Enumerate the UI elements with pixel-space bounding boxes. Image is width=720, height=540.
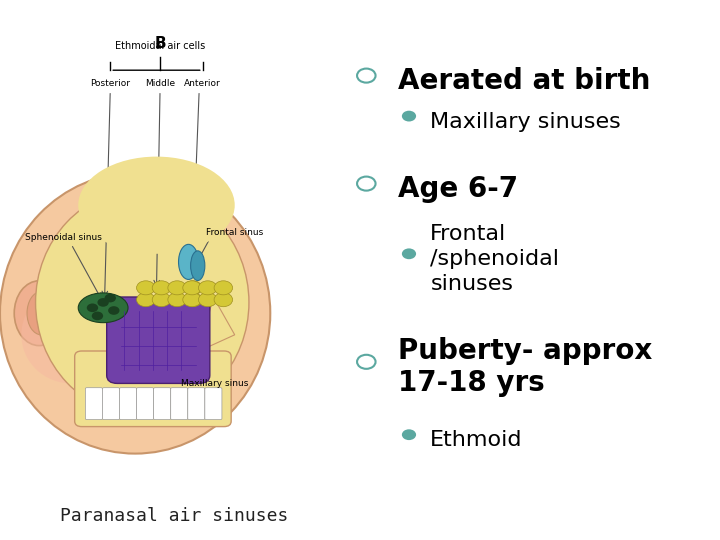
Circle shape bbox=[168, 281, 186, 295]
Text: Posterior: Posterior bbox=[90, 79, 130, 89]
Ellipse shape bbox=[179, 244, 199, 280]
Circle shape bbox=[168, 293, 186, 307]
Text: Frontal
/sphenoidal
sinuses: Frontal /sphenoidal sinuses bbox=[431, 225, 559, 294]
FancyBboxPatch shape bbox=[102, 388, 120, 420]
Text: Paranasal air sinuses: Paranasal air sinuses bbox=[60, 507, 289, 525]
Text: B: B bbox=[154, 36, 166, 51]
Circle shape bbox=[402, 429, 416, 440]
Circle shape bbox=[108, 306, 120, 315]
Text: Anterior: Anterior bbox=[184, 79, 221, 89]
FancyBboxPatch shape bbox=[75, 351, 231, 427]
Text: Maxillary sinus: Maxillary sinus bbox=[181, 379, 248, 388]
Circle shape bbox=[199, 281, 217, 295]
Circle shape bbox=[152, 281, 171, 295]
FancyBboxPatch shape bbox=[205, 388, 222, 420]
FancyBboxPatch shape bbox=[171, 388, 188, 420]
Ellipse shape bbox=[78, 293, 128, 322]
Circle shape bbox=[183, 293, 202, 307]
Circle shape bbox=[97, 298, 109, 307]
Circle shape bbox=[137, 281, 155, 295]
Text: Aerated at birth: Aerated at birth bbox=[398, 67, 651, 95]
FancyBboxPatch shape bbox=[153, 388, 171, 420]
Ellipse shape bbox=[22, 286, 121, 383]
Circle shape bbox=[184, 293, 202, 307]
Text: Puberty- approx
17-18 yrs: Puberty- approx 17-18 yrs bbox=[398, 337, 652, 397]
Circle shape bbox=[184, 281, 202, 295]
Ellipse shape bbox=[0, 173, 270, 454]
Circle shape bbox=[183, 281, 202, 295]
Circle shape bbox=[214, 281, 233, 295]
FancyBboxPatch shape bbox=[107, 297, 210, 383]
Text: Middle: Middle bbox=[145, 79, 175, 89]
Text: Sphenoidal sinus: Sphenoidal sinus bbox=[25, 233, 102, 242]
Circle shape bbox=[91, 312, 103, 320]
Circle shape bbox=[137, 293, 155, 307]
Ellipse shape bbox=[78, 157, 235, 254]
Ellipse shape bbox=[27, 292, 55, 335]
FancyBboxPatch shape bbox=[86, 388, 102, 420]
Circle shape bbox=[199, 293, 217, 307]
Circle shape bbox=[152, 293, 171, 307]
Circle shape bbox=[214, 293, 233, 307]
Circle shape bbox=[402, 111, 416, 122]
Circle shape bbox=[104, 294, 116, 302]
Text: Ethmoidal air cells: Ethmoidal air cells bbox=[115, 41, 205, 51]
FancyBboxPatch shape bbox=[188, 388, 205, 420]
Circle shape bbox=[87, 303, 98, 312]
Ellipse shape bbox=[35, 189, 249, 416]
FancyBboxPatch shape bbox=[120, 388, 137, 420]
Text: Ethmoid: Ethmoid bbox=[431, 430, 523, 450]
Ellipse shape bbox=[191, 251, 205, 281]
Ellipse shape bbox=[14, 281, 64, 346]
Circle shape bbox=[357, 69, 376, 83]
Text: Maxillary sinuses: Maxillary sinuses bbox=[431, 111, 621, 132]
Text: Frontal sinus: Frontal sinus bbox=[206, 228, 264, 237]
FancyBboxPatch shape bbox=[137, 388, 153, 420]
Polygon shape bbox=[199, 297, 235, 351]
Circle shape bbox=[402, 248, 416, 259]
Text: Age 6-7: Age 6-7 bbox=[398, 175, 518, 203]
Circle shape bbox=[357, 177, 376, 191]
Circle shape bbox=[357, 355, 376, 369]
